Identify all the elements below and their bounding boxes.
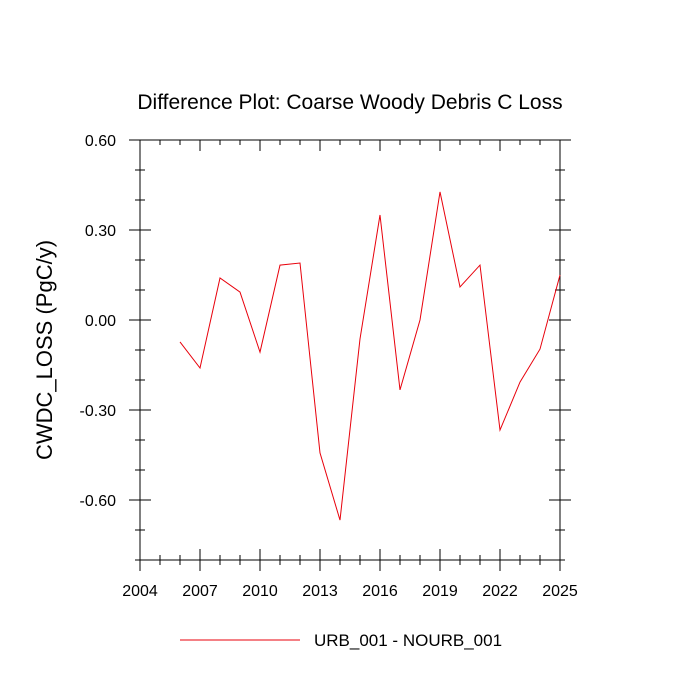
y-tick-label: -0.30 bbox=[80, 403, 117, 420]
x-tick-label: 2019 bbox=[422, 583, 458, 600]
y-tick-label: 0.60 bbox=[85, 133, 116, 150]
y-tick-label: -0.60 bbox=[80, 493, 117, 510]
chart-title: Difference Plot: Coarse Woody Debris C L… bbox=[137, 91, 562, 114]
y-tick-labels: 0.60 0.30 0.00 -0.30 -0.60 bbox=[80, 133, 117, 510]
x-tick-label: 2010 bbox=[242, 583, 278, 600]
x-tick-label: 2004 bbox=[122, 583, 158, 600]
y-tick-label: 0.00 bbox=[85, 313, 116, 330]
major-ticks bbox=[129, 139, 571, 571]
x-tick-label: 2016 bbox=[362, 583, 398, 600]
legend: URB_001 - NOURB_001 bbox=[180, 631, 502, 650]
y-tick-label: 0.30 bbox=[85, 223, 116, 240]
x-tick-label: 2025 bbox=[542, 583, 578, 600]
plot-frame bbox=[139, 139, 561, 561]
legend-label: URB_001 - NOURB_001 bbox=[314, 631, 502, 650]
x-tick-label: 2013 bbox=[302, 583, 338, 600]
series-line-0 bbox=[179, 191, 561, 521]
x-tick-label: 2022 bbox=[482, 583, 518, 600]
minor-ticks bbox=[135, 140, 565, 565]
x-tick-labels: 2004 2007 2010 2013 2016 2019 2022 2025 bbox=[122, 583, 578, 600]
y-axis-label: CWDC_LOSS (PgC/y) bbox=[32, 240, 57, 460]
series-layer bbox=[179, 191, 561, 521]
x-tick-label: 2007 bbox=[182, 583, 218, 600]
